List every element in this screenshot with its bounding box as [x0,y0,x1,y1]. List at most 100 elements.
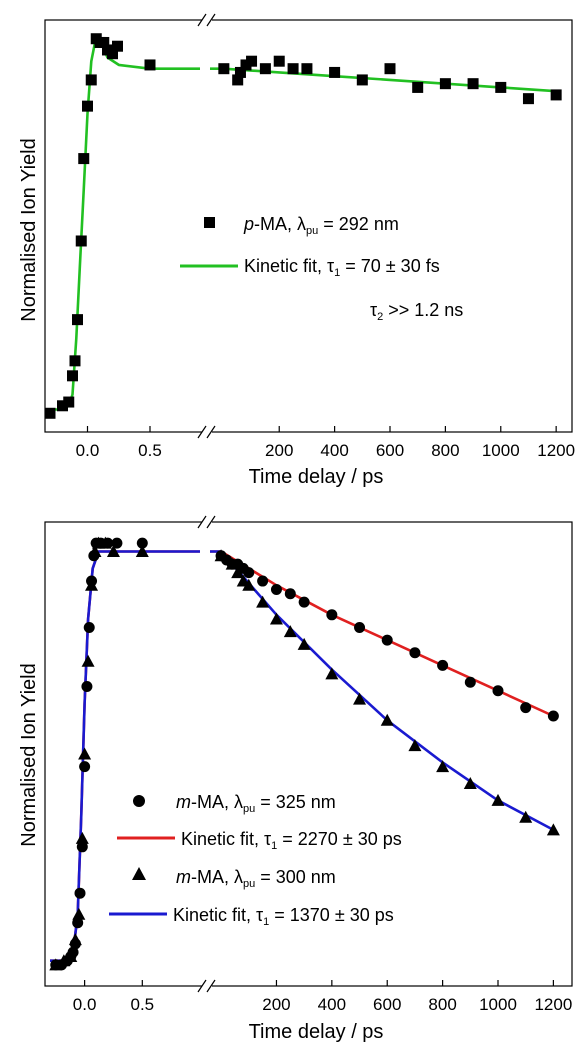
legend-marker-m-ma-325 [133,795,145,807]
data-point-circle [437,659,449,671]
legend-tail: = 300 nm [255,867,336,887]
data-point-circle [409,647,421,659]
data-point-square [44,407,56,419]
data-point-triangle [408,739,422,752]
data-point-square [273,55,285,67]
data-point-square [78,153,90,165]
x-tick-label: 0.5 [138,441,162,460]
data-point-square [384,63,396,75]
data-point-square [329,66,341,78]
legend-text: -MA, λ [191,867,243,887]
x-tick-label: 1000 [482,441,520,460]
data-point-triangle [64,949,78,962]
legend-sub: pu [243,878,255,890]
legend-tail: = 292 nm [318,214,399,234]
data-point-triangle [57,954,71,967]
fit-line-series-1-seg-0 [50,550,200,962]
x-tick-label: 200 [265,441,293,460]
legend-species: m [176,867,191,887]
data-point-triangle [231,566,245,579]
x-tick-labels-2: 0.0 0.5 200 400 600 800 1000 1200 [73,995,573,1014]
data-point-square [63,396,75,408]
data-point-triangle [214,549,228,562]
data-point-triangle [269,612,283,625]
data-point-square [69,355,81,367]
legend-text: Kinetic fit, τ [173,905,263,925]
x-axis-ticks-1 [86,426,557,432]
data-point-square [67,370,78,382]
legend-species: m [176,792,191,812]
data-point-circle [326,609,338,621]
data-point-square [57,400,68,412]
axis-break-marker-2 [197,515,216,993]
data-point-triangle [353,692,367,705]
x-axis-title-2: Time delay / ps [249,1021,384,1043]
data-point-triangle [283,625,297,638]
data-point-square [232,74,244,86]
x-tick-labels-1: 0.0 0.5 200 400 600 800 1000 1200 [76,441,575,460]
data-point-triangle [491,793,505,806]
data-point-triangle [68,933,82,946]
x-tick-label: 800 [431,441,459,460]
data-point-circle [354,621,366,633]
legend-1: p-MA, λpu = 292 nm Kinetic fit, τ1 = 70 … [180,214,463,323]
legend-sub: 2 [377,311,383,323]
x-tick-label: 0.0 [73,995,97,1014]
x-tick-label: 400 [318,995,346,1014]
data-point-triangle [88,545,102,558]
data-point-triangle [519,810,533,823]
data-point-triangle [225,557,239,570]
legend-marker-p-ma [204,217,215,228]
legend-marker-m-ma-300 [132,867,146,880]
legend-sub: 1 [334,267,340,279]
plot-frame-1 [44,19,573,433]
data-point-square [107,48,118,60]
data-point-circle [81,681,93,693]
legend-entry-m-ma-300: m-MA, λpu = 300 nm [176,867,336,890]
data-point-triangle [380,713,394,726]
data-points-group-2 [49,536,560,971]
legend-species: p [243,214,254,234]
data-point-circle [83,621,95,633]
legend-2: m-MA, λpu = 325 nm Kinetic fit, τ1 = 227… [109,792,402,928]
x-tick-label: 400 [320,441,348,460]
data-point-triangle [546,823,560,836]
data-point-triangle [81,654,95,667]
data-point-triangle [135,545,149,558]
data-point-circle [257,575,269,587]
data-point-square [356,74,368,86]
data-point-circle [520,702,532,714]
legend-tail: = 70 ± 30 fs [340,256,439,276]
x-tick-label: 0.0 [76,441,100,460]
legend-tail: = 325 nm [255,792,336,812]
legend-sub: pu [243,803,255,815]
legend-text: -MA, λ [191,792,243,812]
data-point-square [495,81,507,93]
legend-sub: pu [306,225,318,237]
legend-text: τ [370,300,377,320]
data-point-square [522,93,534,105]
panel-p-ma: 0.0 0.5 200 400 600 800 1000 1200 Time delay / … [18,13,575,488]
legend-text: Kinetic fit, τ [244,256,334,276]
data-point-triangle [325,667,339,680]
data-point-square [112,40,123,52]
data-point-circle [381,634,393,646]
data-point-circle [243,567,255,579]
axis-break-marker-1 [197,13,216,439]
data-point-triangle [242,578,256,591]
x-tick-label: 600 [373,995,401,1014]
data-point-square [234,66,246,78]
fit-line-series-1-seg-0 [50,37,200,411]
data-point-circle [270,583,282,595]
legend-tail: >> 1.2 ns [383,300,463,320]
legend-sub: 1 [271,840,277,852]
data-point-square [82,100,93,112]
y-axis-title-2: Normalised Ion Yield [18,663,40,846]
data-point-square [240,59,252,71]
data-point-triangle [78,747,92,760]
fit-line-series-3-seg-0 [50,550,200,962]
data-point-square [144,59,156,71]
data-point-circle [111,537,123,549]
data-point-triangle [75,831,89,844]
